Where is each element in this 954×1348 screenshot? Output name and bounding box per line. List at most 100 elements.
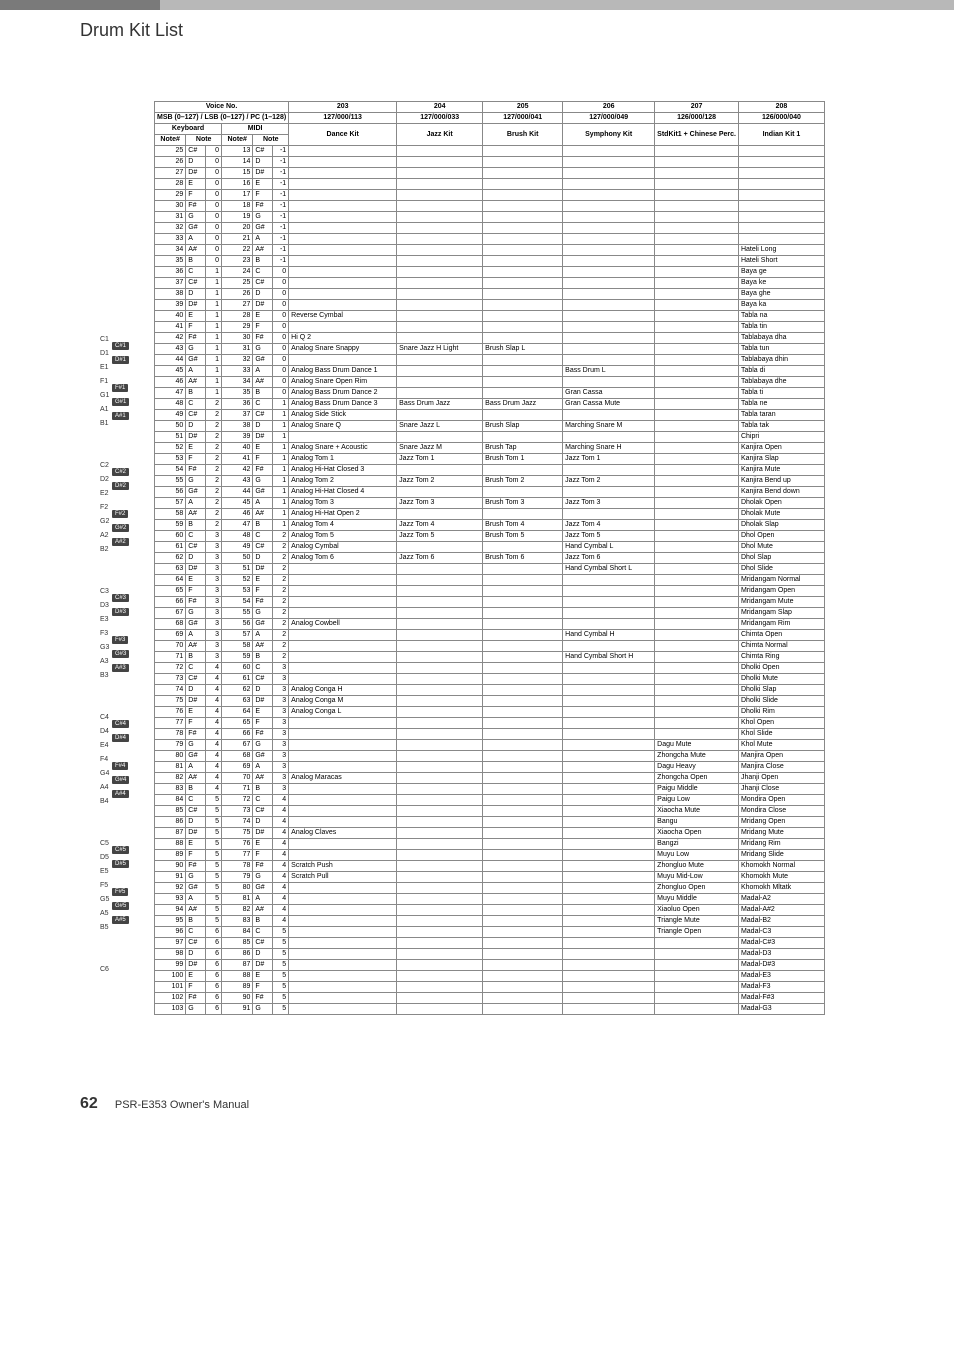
cell-208: Tabla na [738, 311, 824, 322]
cell-mo: 2 [273, 619, 289, 630]
cell-207: Paigu Middle [655, 784, 739, 795]
cell-mt: C [253, 399, 273, 410]
cell-207 [655, 641, 739, 652]
cell-203: Analog Conga H [289, 685, 397, 696]
table-row: 70A#358A#2Chimta Normal [155, 641, 825, 652]
cell-205 [483, 366, 563, 377]
white-key-label: E5 [100, 868, 109, 875]
cell-203 [289, 663, 397, 674]
cell-mo: 2 [273, 608, 289, 619]
cell-206 [563, 751, 655, 762]
cell-mo: 3 [273, 696, 289, 707]
cell-204 [397, 146, 483, 157]
cell-207: Bangzi [655, 839, 739, 850]
cell-mt: C# [253, 674, 273, 685]
cell-mt: D# [253, 564, 273, 575]
cell-kt: D# [186, 828, 206, 839]
cell-203 [289, 674, 397, 685]
table-row: 64E352E2Mridangam Normal [155, 575, 825, 586]
table-row: 79G467G3Dagu MuteKhol Mute [155, 740, 825, 751]
cell-ko: 6 [206, 982, 222, 993]
cell-mn: 73 [222, 806, 253, 817]
cell-mt: D [253, 553, 273, 564]
cell-206 [563, 509, 655, 520]
cell-207 [655, 146, 739, 157]
table-row: 89F577F4Muyu LowMridang Slide [155, 850, 825, 861]
kit-name-203: Dance Kit [289, 124, 397, 146]
cell-mn: 42 [222, 465, 253, 476]
cell-kn: 47 [155, 388, 186, 399]
black-key-label: F#4 [112, 762, 128, 770]
cell-kt: E [186, 575, 206, 586]
cell-203: Analog Snare + Acoustic [289, 443, 397, 454]
cell-207 [655, 718, 739, 729]
cell-208: Manjira Open [738, 751, 824, 762]
cell-kn: 102 [155, 993, 186, 1004]
cell-kn: 77 [155, 718, 186, 729]
cell-mn: 70 [222, 773, 253, 784]
cell-kn: 25 [155, 146, 186, 157]
cell-kt: B [186, 520, 206, 531]
cell-205 [483, 872, 563, 883]
cell-204 [397, 828, 483, 839]
cell-mn: 31 [222, 344, 253, 355]
cell-mo: 4 [273, 828, 289, 839]
cell-204 [397, 597, 483, 608]
cell-203 [289, 905, 397, 916]
cell-mt: A# [253, 905, 273, 916]
cell-mo: 2 [273, 553, 289, 564]
cell-ko: 5 [206, 916, 222, 927]
cell-206 [563, 960, 655, 971]
cell-203: Analog Side Stick [289, 410, 397, 421]
cell-kt: G# [186, 883, 206, 894]
cell-206 [563, 982, 655, 993]
white-key-label: G2 [100, 518, 109, 525]
cell-kn: 46 [155, 377, 186, 388]
cell-207: Xiaocha Open [655, 828, 739, 839]
cell-203 [289, 256, 397, 267]
cell-mt: C [253, 927, 273, 938]
cell-mn: 72 [222, 795, 253, 806]
cell-203: Scratch Pull [289, 872, 397, 883]
cell-207 [655, 355, 739, 366]
cell-kt: F# [186, 993, 206, 1004]
cell-kt: G# [186, 619, 206, 630]
cell-208: Madal-B2 [738, 916, 824, 927]
cell-kt: C# [186, 542, 206, 553]
cell-mo: 1 [273, 454, 289, 465]
cell-204 [397, 168, 483, 179]
cell-206 [563, 256, 655, 267]
cell-206 [563, 179, 655, 190]
cell-ko: 3 [206, 575, 222, 586]
cell-206 [563, 190, 655, 201]
cell-204 [397, 652, 483, 663]
kit-name-208: Indian Kit 1 [738, 124, 824, 146]
cell-206: Jazz Tom 5 [563, 531, 655, 542]
cell-kn: 42 [155, 333, 186, 344]
cell-208: Madal-A#2 [738, 905, 824, 916]
cell-203 [289, 575, 397, 586]
cell-205 [483, 608, 563, 619]
cell-208: Chipri [738, 432, 824, 443]
cell-204 [397, 619, 483, 630]
cell-ko: 2 [206, 410, 222, 421]
cell-206: Jazz Tom 6 [563, 553, 655, 564]
cell-203 [289, 245, 397, 256]
white-key-label: A3 [100, 658, 109, 665]
cell-203: Analog Cymbal [289, 542, 397, 553]
cell-208: Mridang Mute [738, 828, 824, 839]
cell-208: Dhol Slap [738, 553, 824, 564]
cell-kt: A [186, 762, 206, 773]
cell-203 [289, 740, 397, 751]
cell-mt: C# [253, 938, 273, 949]
white-key-label: D5 [100, 854, 109, 861]
cell-mo: 4 [273, 894, 289, 905]
cell-206 [563, 718, 655, 729]
cell-kn: 101 [155, 982, 186, 993]
cell-mo: 1 [273, 432, 289, 443]
cell-203: Analog Claves [289, 828, 397, 839]
cell-ko: 4 [206, 718, 222, 729]
cell-207: Zhongcha Open [655, 773, 739, 784]
cell-mn: 33 [222, 366, 253, 377]
table-row: 83B471B3Paigu MiddleJhanji Close [155, 784, 825, 795]
